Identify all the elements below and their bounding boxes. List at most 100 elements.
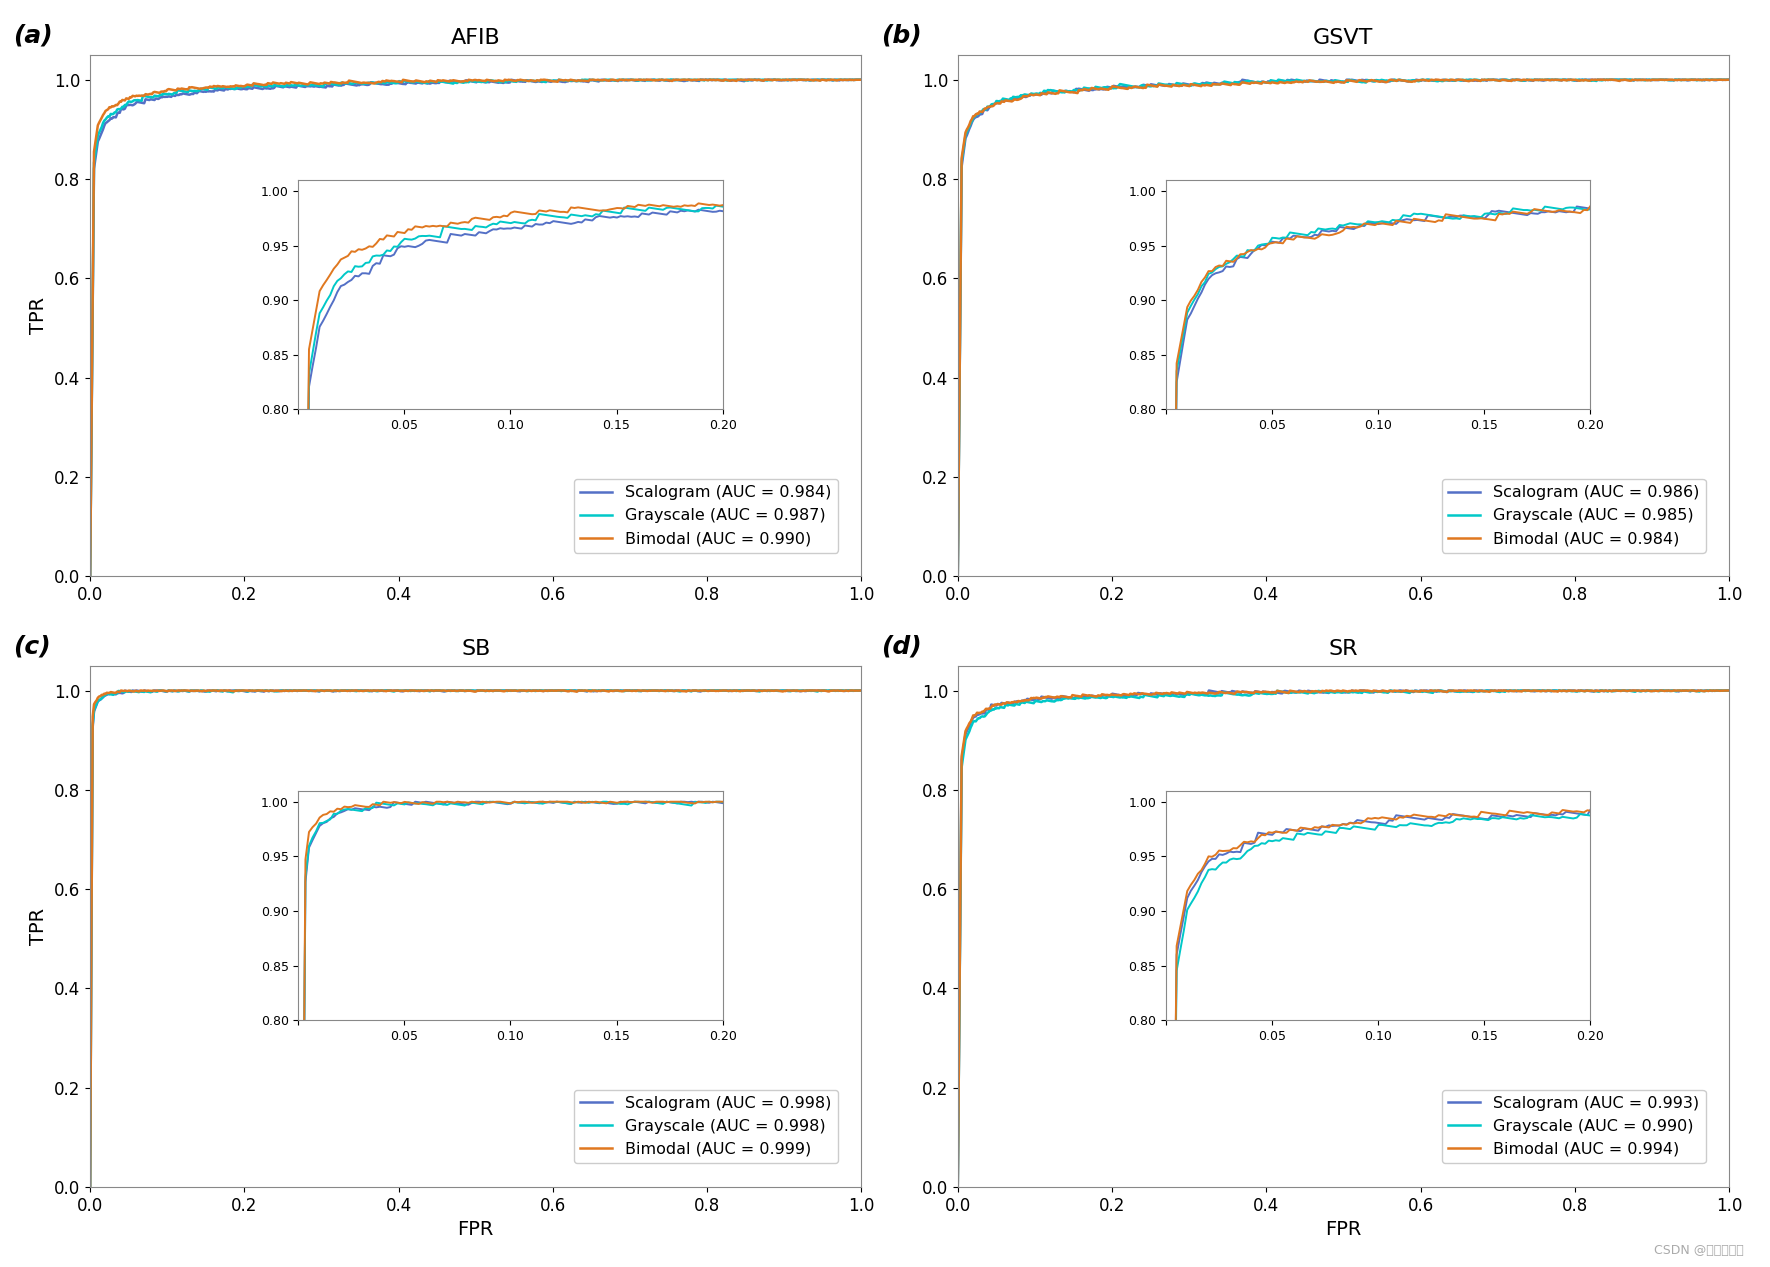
Grayscale (AUC = 0.998): [430, 683, 451, 698]
Bimodal (AUC = 0.984): [1145, 79, 1166, 94]
Bimodal (AUC = 0.984): [1464, 72, 1485, 87]
Legend: Scalogram (AUC = 0.984), Grayscale (AUC = 0.987), Bimodal (AUC = 0.990): Scalogram (AUC = 0.984), Grayscale (AUC …: [573, 479, 837, 552]
Bimodal (AUC = 0.999): [430, 683, 451, 698]
Grayscale (AUC = 0.990): [1083, 689, 1104, 704]
Scalogram (AUC = 0.986): [1083, 82, 1104, 98]
Scalogram (AUC = 0.993): [1145, 687, 1166, 702]
Scalogram (AUC = 0.993): [1297, 683, 1319, 698]
Bimodal (AUC = 0.990): [216, 80, 237, 95]
Scalogram (AUC = 0.998): [662, 683, 683, 698]
Grayscale (AUC = 0.985): [1267, 72, 1289, 87]
Bimodal (AUC = 0.999): [218, 683, 239, 698]
Text: (a): (a): [12, 24, 53, 48]
Bimodal (AUC = 0.994): [1145, 685, 1166, 701]
Grayscale (AUC = 0.990): [1296, 685, 1317, 701]
Grayscale (AUC = 0.987): [662, 72, 683, 87]
Bimodal (AUC = 0.990): [278, 76, 299, 91]
Bimodal (AUC = 0.990): [428, 72, 450, 87]
Line: Scalogram (AUC = 0.998): Scalogram (AUC = 0.998): [90, 691, 862, 1187]
Bimodal (AUC = 0.994): [1296, 684, 1317, 699]
Y-axis label: TPR: TPR: [30, 907, 48, 945]
Grayscale (AUC = 0.990): [1719, 683, 1740, 698]
Bimodal (AUC = 0.990): [596, 72, 618, 87]
Grayscale (AUC = 0.985): [947, 569, 968, 584]
Line: Grayscale (AUC = 0.987): Grayscale (AUC = 0.987): [90, 80, 862, 576]
Bimodal (AUC = 0.999): [110, 683, 131, 698]
Bimodal (AUC = 0.999): [535, 683, 556, 698]
Bimodal (AUC = 0.999): [851, 683, 873, 698]
Scalogram (AUC = 0.993): [1198, 683, 1220, 698]
Grayscale (AUC = 0.985): [1145, 79, 1166, 94]
Grayscale (AUC = 0.990): [947, 1180, 968, 1195]
Line: Bimodal (AUC = 0.999): Bimodal (AUC = 0.999): [90, 691, 862, 1187]
Grayscale (AUC = 0.990): [1423, 683, 1444, 698]
Grayscale (AUC = 0.987): [428, 73, 450, 89]
Scalogram (AUC = 0.984): [579, 72, 600, 87]
Grayscale (AUC = 0.987): [216, 80, 237, 95]
Bimodal (AUC = 0.990): [510, 72, 531, 87]
Line: Bimodal (AUC = 0.990): Bimodal (AUC = 0.990): [90, 80, 862, 576]
Scalogram (AUC = 0.998): [218, 684, 239, 699]
Line: Grayscale (AUC = 0.990): Grayscale (AUC = 0.990): [958, 691, 1729, 1187]
Grayscale (AUC = 0.987): [596, 72, 618, 87]
Scalogram (AUC = 0.998): [535, 683, 556, 698]
Scalogram (AUC = 0.993): [1719, 683, 1740, 698]
Scalogram (AUC = 0.998): [280, 683, 301, 698]
X-axis label: FPR: FPR: [458, 1220, 494, 1239]
Bimodal (AUC = 0.994): [1083, 689, 1104, 704]
Bimodal (AUC = 0.990): [851, 72, 873, 87]
Scalogram (AUC = 0.984): [851, 72, 873, 87]
Bimodal (AUC = 0.994): [1404, 684, 1425, 699]
Grayscale (AUC = 0.998): [280, 683, 301, 698]
Bimodal (AUC = 0.994): [1529, 683, 1551, 698]
Grayscale (AUC = 0.990): [1402, 683, 1423, 698]
X-axis label: FPR: FPR: [1326, 1220, 1361, 1239]
Line: Scalogram (AUC = 0.984): Scalogram (AUC = 0.984): [90, 80, 862, 576]
Scalogram (AUC = 0.986): [1464, 73, 1485, 89]
Bimodal (AUC = 0.994): [1315, 683, 1336, 698]
Line: Bimodal (AUC = 0.984): Bimodal (AUC = 0.984): [958, 80, 1729, 576]
Bimodal (AUC = 0.984): [1529, 72, 1551, 87]
Scalogram (AUC = 0.998): [430, 683, 451, 698]
Line: Scalogram (AUC = 0.993): Scalogram (AUC = 0.993): [958, 691, 1729, 1187]
Bimodal (AUC = 0.984): [1381, 72, 1402, 87]
Bimodal (AUC = 0.990): [80, 569, 101, 584]
Line: Bimodal (AUC = 0.994): Bimodal (AUC = 0.994): [958, 691, 1729, 1187]
Scalogram (AUC = 0.998): [80, 1180, 101, 1195]
Grayscale (AUC = 0.990): [1529, 683, 1551, 698]
Bimodal (AUC = 0.984): [1296, 73, 1317, 89]
Text: CSDN @努力的小熊: CSDN @努力的小熊: [1653, 1244, 1743, 1257]
Grayscale (AUC = 0.985): [1719, 72, 1740, 87]
Bimodal (AUC = 0.990): [662, 73, 683, 89]
Grayscale (AUC = 0.990): [1145, 689, 1166, 704]
Scalogram (AUC = 0.986): [1404, 72, 1425, 87]
Grayscale (AUC = 0.985): [1529, 72, 1551, 87]
Title: GSVT: GSVT: [1313, 28, 1374, 48]
Scalogram (AUC = 0.998): [596, 683, 618, 698]
Grayscale (AUC = 0.987): [851, 72, 873, 87]
Grayscale (AUC = 0.985): [1404, 72, 1425, 87]
Bimodal (AUC = 0.994): [1464, 683, 1485, 698]
Text: (c): (c): [12, 635, 51, 659]
Bimodal (AUC = 0.994): [1719, 683, 1740, 698]
Scalogram (AUC = 0.984): [596, 73, 618, 89]
Text: (d): (d): [881, 635, 920, 659]
Scalogram (AUC = 0.986): [1719, 72, 1740, 87]
Grayscale (AUC = 0.985): [1464, 72, 1485, 87]
Grayscale (AUC = 0.998): [80, 1180, 101, 1195]
Grayscale (AUC = 0.985): [1297, 73, 1319, 89]
Grayscale (AUC = 0.987): [278, 77, 299, 92]
Legend: Scalogram (AUC = 0.993), Grayscale (AUC = 0.990), Bimodal (AUC = 0.994): Scalogram (AUC = 0.993), Grayscale (AUC …: [1443, 1090, 1706, 1163]
Bimodal (AUC = 0.990): [535, 72, 556, 87]
Title: AFIB: AFIB: [451, 28, 501, 48]
Bimodal (AUC = 0.984): [1719, 72, 1740, 87]
Line: Grayscale (AUC = 0.998): Grayscale (AUC = 0.998): [90, 691, 862, 1187]
Grayscale (AUC = 0.985): [1083, 81, 1104, 96]
Bimodal (AUC = 0.984): [1404, 73, 1425, 89]
Title: SR: SR: [1329, 639, 1358, 659]
Bimodal (AUC = 0.999): [662, 683, 683, 698]
Scalogram (AUC = 0.984): [278, 80, 299, 95]
Line: Scalogram (AUC = 0.986): Scalogram (AUC = 0.986): [958, 80, 1729, 576]
Grayscale (AUC = 0.998): [535, 683, 556, 698]
Bimodal (AUC = 0.984): [1083, 81, 1104, 96]
